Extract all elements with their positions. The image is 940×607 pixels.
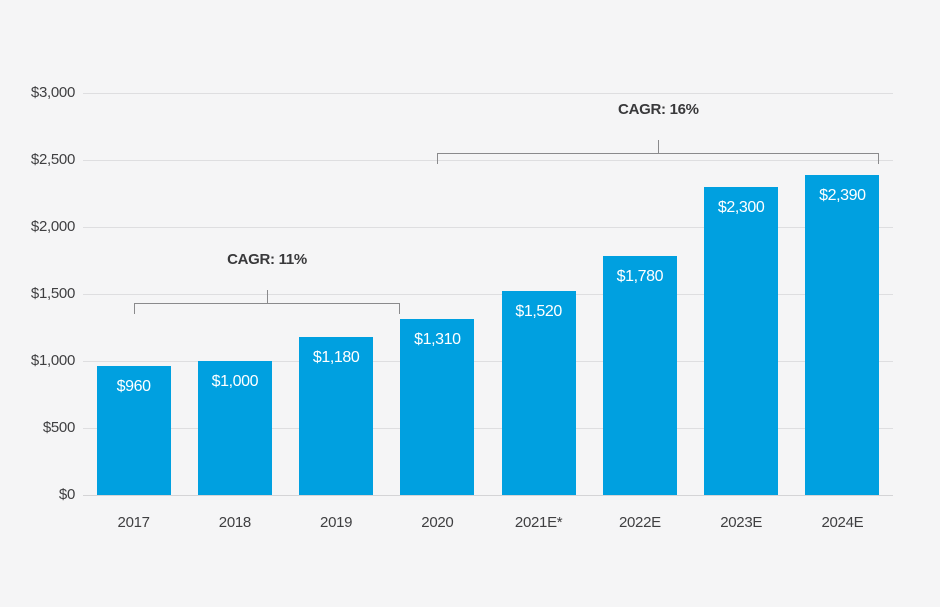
bar: $2,300 (704, 186, 779, 495)
x-tick-label: 2020 (421, 514, 454, 531)
x-tick-label: 2024E (821, 514, 864, 531)
bar-value-label: $1,000 (211, 373, 259, 390)
bar: $1,520 (501, 291, 576, 495)
y-tick-label: $0 (58, 486, 75, 503)
bar: $1,780 (602, 256, 677, 495)
x-tick-label: 2017 (117, 514, 150, 531)
x-tick-label: 2021E* (514, 514, 563, 531)
bracket-end-tick-right (878, 153, 880, 164)
bar: $1,310 (400, 319, 475, 495)
bar: $960 (96, 366, 171, 495)
gridline (83, 494, 893, 496)
x-tick-label: 2019 (320, 514, 353, 531)
bar-value-label: $1,520 (515, 303, 562, 321)
bar-value-label: $1,780 (616, 268, 664, 286)
y-tick-label: $2,000 (30, 218, 75, 235)
y-tick-label: $500 (42, 419, 75, 436)
x-tick-label: 2023E (720, 514, 763, 531)
bar-value-label: $1,310 (414, 331, 461, 349)
bracket-horizontal-line (437, 153, 880, 154)
bar: $2,390 (805, 174, 880, 495)
gridline (83, 427, 893, 429)
bracket-end-tick-right (399, 303, 401, 314)
bracket-end-tick-left (133, 303, 135, 314)
gridline (83, 293, 893, 295)
y-tick-label: $1,000 (30, 352, 75, 369)
bar: $1,180 (299, 336, 374, 495)
y-tick-label: $1,500 (30, 285, 75, 302)
cagr-label: CAGR: 11% (227, 251, 307, 268)
bracket-center-tick (658, 140, 660, 153)
gridline (83, 92, 893, 94)
gridline (83, 226, 893, 228)
bar-value-label: $2,390 (819, 186, 866, 204)
y-tick-label: $3,000 (30, 84, 75, 101)
bracket-horizontal-line (133, 303, 401, 304)
y-tick-label: $2,500 (30, 151, 75, 168)
bar-value-label: $960 (116, 378, 151, 396)
gridline (83, 159, 893, 161)
bracket-end-tick-left (437, 153, 439, 164)
bar: $1,000 (197, 361, 272, 495)
gridline (83, 360, 893, 362)
bar-value-label: $1,180 (312, 348, 360, 366)
x-tick-label: 2022E (618, 514, 661, 531)
x-tick-label: 2018 (218, 514, 251, 531)
bar-value-label: $2,300 (717, 198, 765, 216)
bracket-center-tick (267, 290, 268, 303)
cagr-label: CAGR: 16% (618, 101, 699, 118)
